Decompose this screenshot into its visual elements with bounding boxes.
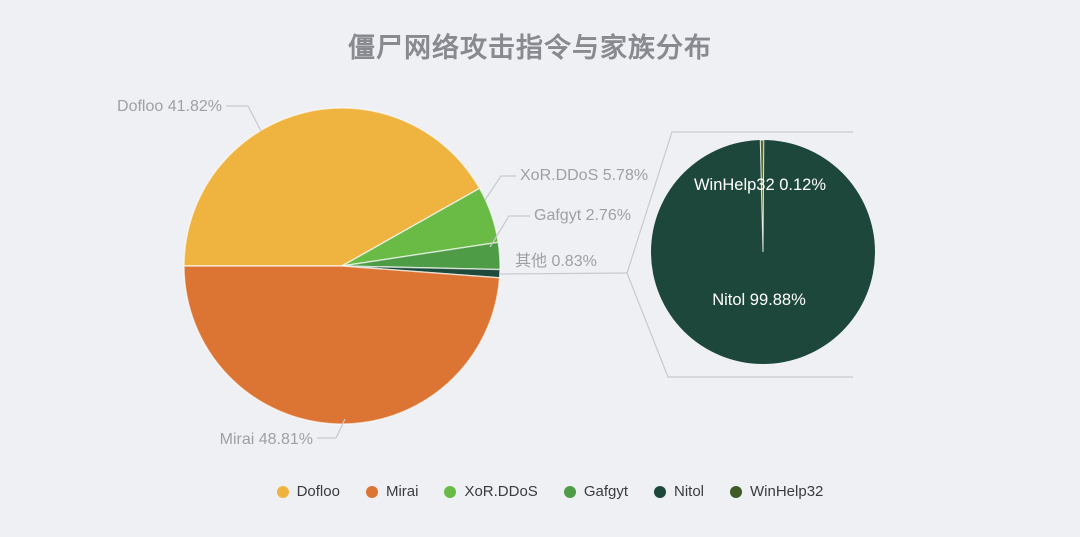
pie-label-winhelp32: WinHelp32 0.12% bbox=[694, 176, 826, 194]
chart-title: 僵尸网络攻击指令与家族分布 bbox=[348, 33, 712, 63]
legend: Dofloo Mirai XoR.DDoS Gafgyt Nitol WinHelp32 bbox=[10, 483, 1080, 500]
leader-line-others bbox=[498, 272, 628, 275]
leader-line-mirai bbox=[317, 418, 346, 439]
leader-line-dofloo bbox=[226, 105, 262, 132]
legend-label-dofloo: Dofloo bbox=[296, 483, 340, 500]
legend-dot-gafgyt bbox=[563, 485, 576, 498]
legend-label-winhelp32: WinHelp32 bbox=[750, 483, 824, 500]
legend-label-gafgyt: Gafgyt bbox=[583, 483, 628, 500]
pie-label-gafgyt: Gafgyt 2.76% bbox=[534, 207, 631, 224]
legend-item-dofloo[interactable]: Dofloo bbox=[276, 483, 340, 500]
pie-label-others: 其他 0.83% bbox=[515, 252, 597, 270]
legend-item-nitol[interactable]: Nitol bbox=[654, 483, 704, 500]
leader-line-xor-ddos bbox=[484, 175, 516, 201]
legend-dot-winhelp32 bbox=[730, 485, 743, 498]
pie-label-mirai: Mirai 48.81% bbox=[220, 431, 313, 448]
legend-dot-nitol bbox=[654, 485, 666, 498]
pie-label-dofloo: Dofloo 41.82% bbox=[117, 98, 222, 115]
legend-dot-dofloo bbox=[276, 485, 289, 498]
legend-dot-xor-ddos bbox=[444, 485, 457, 498]
pie-slice-mirai[interactable] bbox=[183, 265, 501, 425]
legend-label-xor-ddos: XoR.DDoS bbox=[464, 483, 538, 500]
magnifier-connector-top bbox=[626, 131, 853, 274]
legend-item-winhelp32[interactable]: WinHelp32 bbox=[730, 483, 823, 500]
legend-item-gafgyt[interactable]: Gafgyt bbox=[563, 483, 628, 500]
legend-label-mirai: Mirai bbox=[385, 483, 419, 500]
legend-dot-mirai bbox=[365, 485, 378, 498]
leader-line-gafgyt bbox=[489, 215, 530, 248]
pie-slice-dofloo[interactable] bbox=[183, 107, 481, 267]
legend-item-xor-ddos[interactable]: XoR.DDoS bbox=[444, 483, 538, 500]
legend-label-nitol: Nitol bbox=[674, 483, 705, 500]
legend-item-mirai[interactable]: Mirai bbox=[365, 483, 419, 500]
magnifier-connector-bottom bbox=[626, 272, 853, 378]
pie-label-nitol: Nitol 99.88% bbox=[712, 291, 806, 309]
pie-label-xor-ddos: XoR.DDoS 5.78% bbox=[520, 167, 648, 184]
pie-slice-winhelp32[interactable] bbox=[759, 139, 765, 253]
